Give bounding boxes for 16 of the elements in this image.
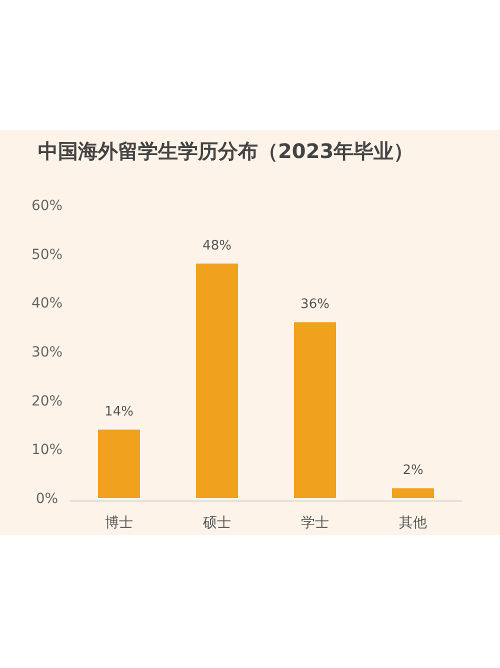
data-label: 2% (402, 463, 424, 478)
x-tick-label: 博士 (105, 515, 133, 531)
y-tick-label: 40% (31, 296, 63, 312)
chart-title: 中国海外留学生学历分布（2023年毕业） (38, 139, 414, 163)
y-tick-label: 20% (31, 393, 63, 410)
x-tick-label: 其他 (399, 515, 427, 531)
y-tick-label: 50% (31, 246, 63, 263)
data-label: 14% (104, 404, 134, 420)
y-tick-label: 0% (36, 491, 58, 507)
y-tick-label: 10% (31, 442, 63, 458)
y-tick-label: 60% (31, 198, 63, 214)
x-tick-label: 学士 (301, 515, 329, 531)
data-label: 48% (202, 238, 232, 254)
y-tick-label: 30% (31, 344, 63, 360)
x-tick-label: 硕士 (202, 515, 231, 531)
data-label: 36% (300, 297, 330, 312)
